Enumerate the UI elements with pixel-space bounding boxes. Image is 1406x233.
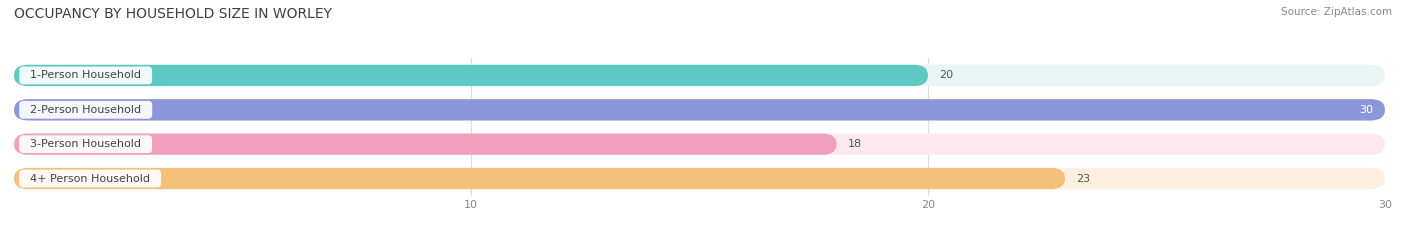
FancyBboxPatch shape [14, 134, 1385, 155]
FancyBboxPatch shape [14, 134, 837, 155]
Text: 4+ Person Household: 4+ Person Household [22, 174, 157, 184]
Text: OCCUPANCY BY HOUSEHOLD SIZE IN WORLEY: OCCUPANCY BY HOUSEHOLD SIZE IN WORLEY [14, 7, 332, 21]
FancyBboxPatch shape [14, 65, 928, 86]
FancyBboxPatch shape [14, 168, 1385, 189]
Text: 18: 18 [848, 139, 862, 149]
FancyBboxPatch shape [14, 99, 1385, 120]
Text: 3-Person Household: 3-Person Household [22, 139, 148, 149]
Text: 2-Person Household: 2-Person Household [22, 105, 148, 115]
Text: 20: 20 [939, 70, 953, 80]
FancyBboxPatch shape [14, 99, 1385, 120]
FancyBboxPatch shape [14, 65, 1385, 86]
Text: Source: ZipAtlas.com: Source: ZipAtlas.com [1281, 7, 1392, 17]
FancyBboxPatch shape [14, 168, 1066, 189]
Text: 23: 23 [1077, 174, 1091, 184]
Text: 30: 30 [1360, 105, 1374, 115]
Text: 1-Person Household: 1-Person Household [22, 70, 148, 80]
